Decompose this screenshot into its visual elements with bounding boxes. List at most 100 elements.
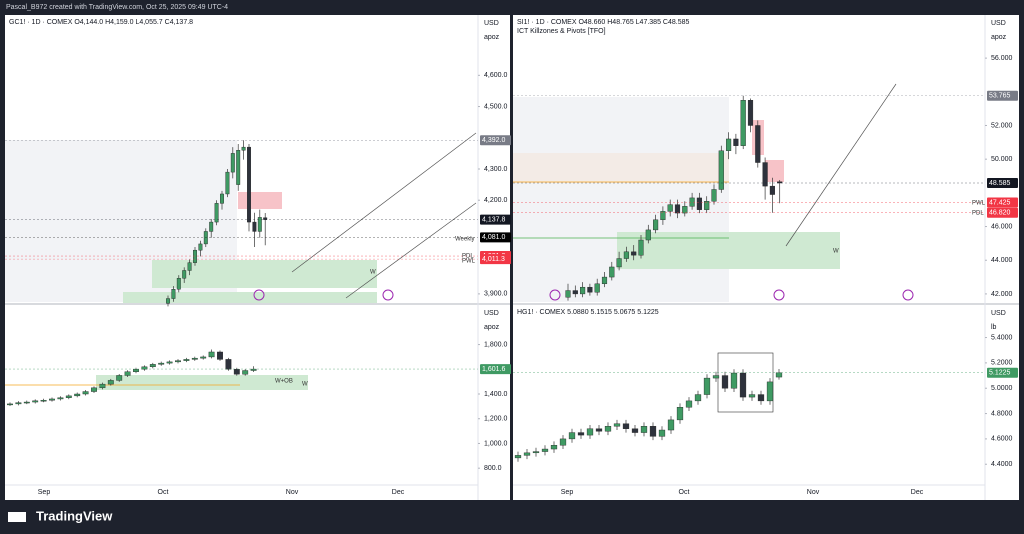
candle-body [718, 150, 724, 190]
y-tick-label: 56.000 [991, 55, 1013, 62]
candle-body [762, 162, 768, 187]
legend-title: SI1! · 1D · COMEX O48.660 H48.765 L47.38… [517, 19, 689, 26]
fvg-zone [123, 292, 377, 303]
candle-body [711, 189, 717, 202]
candle-body [712, 375, 720, 379]
projection-line [785, 83, 897, 247]
candle-body [193, 249, 197, 263]
candle-body [203, 231, 208, 245]
candle-body [640, 426, 648, 433]
projection-line [345, 202, 477, 299]
candle-body [176, 278, 181, 290]
candle-body [91, 387, 97, 392]
price-label-box [987, 197, 1018, 208]
candle-body [175, 360, 181, 363]
candle-body [638, 239, 644, 256]
candle-body [568, 432, 576, 440]
candle-body [704, 201, 710, 210]
legend-subtitle: ICT Killzones & Pivots [TFO] [517, 28, 606, 35]
candle-body [733, 138, 739, 146]
candle-body [766, 381, 774, 402]
candle-body [667, 419, 675, 431]
x-tick-label: Nov [807, 489, 820, 496]
fvg-zone [96, 375, 308, 390]
candle-body [158, 362, 165, 365]
projection-line [291, 132, 477, 273]
candle-body [166, 298, 170, 304]
annotation: W [370, 270, 376, 276]
price-label: 4,137.8 [482, 216, 505, 223]
price-label-box [987, 178, 1018, 189]
candle-body [577, 432, 585, 436]
annotation: W+OB [275, 379, 293, 385]
candle-body [775, 372, 783, 378]
candle-body [230, 153, 235, 173]
y-tick-label: 1,400.0 [484, 391, 507, 398]
y-tick-label: 4,500.0 [484, 103, 507, 110]
ob-zone [238, 192, 282, 209]
candle-body [572, 290, 578, 295]
annotation: Weekly [455, 237, 475, 243]
candle-body [777, 181, 783, 184]
candle-body [586, 428, 594, 436]
range-zone [513, 97, 729, 302]
candle-body [23, 401, 30, 404]
candle-body [32, 400, 39, 403]
candle-body [757, 394, 765, 402]
price-label-box [987, 90, 1018, 101]
candle-body [523, 452, 531, 456]
candle-body [217, 351, 223, 360]
candle-body [645, 229, 651, 241]
candle-body [660, 211, 666, 221]
candle-body [550, 445, 558, 450]
x-tick-label: Dec [911, 489, 924, 496]
price-label: 1,601.6 [482, 366, 505, 373]
candle-body [236, 150, 241, 185]
candle-body [565, 290, 571, 298]
x-tick-label: Oct [679, 489, 690, 496]
candle-body [559, 438, 567, 446]
candle-body [241, 146, 246, 151]
candle-body [649, 426, 657, 437]
scale-label: apoz [991, 34, 1007, 41]
x-tick-label: Sep [561, 489, 574, 496]
price-label: 46.820 [989, 210, 1011, 217]
candle-body [7, 403, 13, 406]
annotation: PWL [972, 201, 986, 207]
candle-body [82, 391, 89, 395]
price-label: 5.1225 [989, 370, 1011, 377]
y-tick-label: 50.000 [991, 156, 1013, 163]
candle-body [631, 428, 639, 433]
y-tick-label: 5.2000 [991, 360, 1013, 367]
candle-body [604, 426, 612, 432]
candle-body [631, 251, 637, 256]
price-label: 4,081.0 [482, 234, 505, 241]
candle-body [116, 375, 123, 381]
candle-body [595, 428, 603, 432]
candle-body [682, 206, 688, 214]
scale-label: apoz [484, 324, 500, 331]
candle-body [703, 377, 711, 395]
y-tick-label: 1,800.0 [484, 341, 507, 348]
scale-label: lb [991, 324, 997, 331]
candle-body [587, 286, 593, 293]
candle-body [730, 372, 738, 389]
y-tick-label: 4,600.0 [484, 72, 507, 79]
price-unit: USD [484, 20, 499, 27]
candle-body [214, 203, 219, 223]
scale-label: apoz [484, 34, 500, 41]
candle-body [696, 197, 702, 210]
candle-body [49, 398, 55, 401]
legend-title: GC1! · 1D · COMEX O4,144.0 H4,159.0 L4,0… [9, 19, 193, 26]
candle-body [541, 448, 549, 452]
candle-body [183, 359, 190, 361]
candle-body [739, 372, 747, 398]
candle-body [769, 185, 775, 195]
price-unit: USD [991, 20, 1006, 27]
candle-body [748, 394, 756, 398]
candle-body [225, 359, 232, 370]
price-label-box [480, 135, 511, 146]
price-label-box [480, 232, 511, 243]
x-tick-label: Nov [286, 489, 299, 496]
